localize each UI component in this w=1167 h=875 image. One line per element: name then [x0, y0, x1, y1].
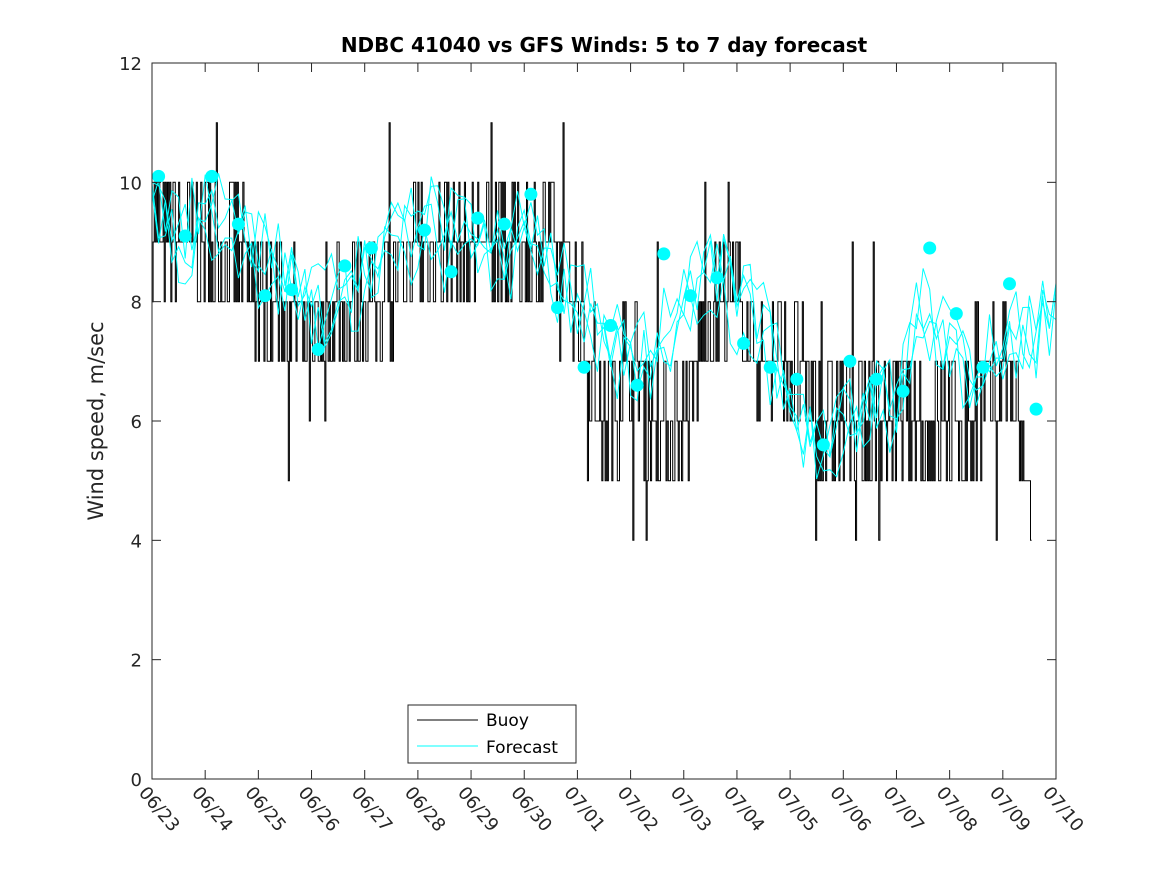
- y-tick-label: 4: [131, 531, 142, 552]
- forecast-line: [152, 183, 1056, 478]
- forecast-marker: [285, 283, 299, 297]
- forecast-marker: [763, 360, 777, 374]
- forecast-marker: [737, 336, 751, 350]
- y-tick-label: 0: [131, 770, 142, 791]
- y-axis: 0 2 4 6 8 10 12: [119, 54, 1056, 791]
- chart-title: NDBC 41040 vs GFS Winds: 5 to 7 day fore…: [341, 33, 868, 57]
- forecast-line: [152, 176, 1056, 480]
- forecast-marker: [311, 342, 325, 356]
- forecast-marker: [843, 354, 857, 368]
- y-tick-label: 6: [131, 412, 142, 433]
- legend-label-forecast: Forecast: [486, 738, 558, 758]
- forecast-marker: [683, 289, 697, 303]
- forecast-marker: [710, 271, 724, 285]
- forecast-marker: [1029, 402, 1043, 416]
- forecast-marker: [976, 360, 990, 374]
- forecast-marker: [364, 241, 378, 255]
- forecast-marker: [205, 169, 219, 183]
- forecast-marker: [1003, 277, 1016, 291]
- y-tick-label: 2: [131, 651, 142, 672]
- forecast-marker: [524, 187, 538, 201]
- forecast-marker: [551, 301, 564, 315]
- forecast-marker: [471, 211, 485, 225]
- forecast-marker: [816, 438, 830, 452]
- forecast-marker: [657, 247, 671, 261]
- y-tick-label: 10: [119, 173, 142, 194]
- forecast-series: [152, 173, 1056, 480]
- forecast-marker: [152, 169, 166, 183]
- forecast-marker: [870, 372, 883, 386]
- y-tick-label: 12: [119, 54, 142, 75]
- forecast-marker: [630, 378, 644, 392]
- legend: Buoy Forecast: [407, 704, 577, 764]
- forecast-marker: [790, 372, 804, 386]
- forecast-markers: [152, 169, 1043, 452]
- forecast-marker: [258, 289, 272, 303]
- forecast-marker: [604, 319, 618, 332]
- y-tick-label: 8: [131, 293, 142, 314]
- forecast-marker: [338, 259, 352, 273]
- forecast-marker: [231, 217, 245, 231]
- buoy-line: [152, 122, 1032, 541]
- forecast-marker: [497, 217, 511, 231]
- forecast-marker: [444, 265, 458, 279]
- forecast-marker: [178, 229, 192, 243]
- legend-label-buoy: Buoy: [486, 711, 529, 731]
- forecast-marker: [923, 241, 937, 255]
- forecast-marker: [577, 360, 591, 374]
- y-axis-label: Wind speed, m/sec: [84, 321, 108, 520]
- forecast-marker: [896, 384, 910, 398]
- forecast-marker: [949, 307, 963, 321]
- forecast-marker: [418, 223, 431, 237]
- buoy-series: [152, 122, 1032, 541]
